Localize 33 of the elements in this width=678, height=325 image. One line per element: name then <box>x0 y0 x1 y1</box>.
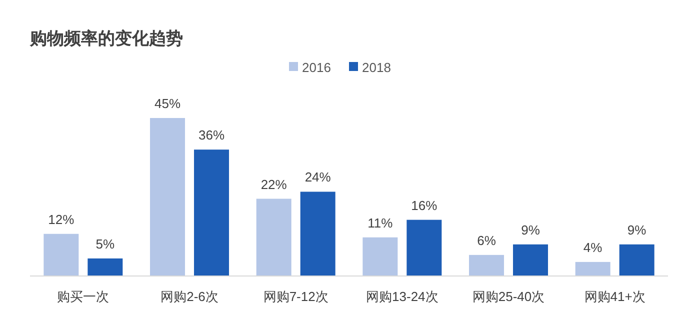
x-tick-label: 购买一次 <box>57 289 110 304</box>
data-label: 9% <box>521 222 540 238</box>
bar <box>406 220 442 276</box>
data-label: 4% <box>583 240 603 255</box>
x-tick-label: 网购41+次 <box>584 289 646 304</box>
legend-label: 2016 <box>302 60 331 75</box>
bar <box>362 237 398 276</box>
x-tick-label: 网购7-12次 <box>263 289 328 304</box>
bar <box>194 150 229 276</box>
chart-title: 购物频率的变化趋势 <box>29 29 183 48</box>
data-label: 5% <box>96 236 115 252</box>
data-label: 9% <box>627 222 647 238</box>
legend-label: 2018 <box>362 60 391 75</box>
bar <box>44 234 79 276</box>
bar <box>88 258 123 276</box>
bar <box>256 198 292 276</box>
x-tick-label: 网购2-6次 <box>160 289 218 304</box>
bar <box>469 254 504 276</box>
data-label: 16% <box>411 198 438 213</box>
bar <box>619 244 654 276</box>
data-label: 22% <box>260 176 288 192</box>
bar <box>575 262 610 276</box>
data-label: 36% <box>198 128 225 143</box>
data-label: 11% <box>368 215 394 230</box>
data-label: 24% <box>304 170 332 185</box>
x-tick-label: 网购13-24次 <box>366 289 438 304</box>
data-label: 45% <box>154 96 181 111</box>
bar <box>513 244 548 276</box>
bar <box>150 118 185 276</box>
data-label: 12% <box>48 212 75 227</box>
data-label: 6% <box>477 232 496 248</box>
x-tick-label: 网购25-40次 <box>472 289 545 304</box>
bar <box>300 192 336 276</box>
